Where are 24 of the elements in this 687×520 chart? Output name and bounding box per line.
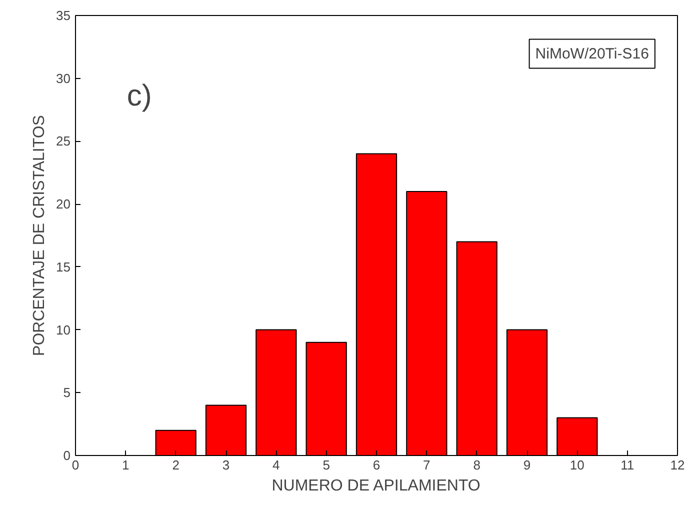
x-tick-label: 7 [423,458,430,472]
x-tick-label: 9 [523,458,531,472]
y-tick-label: 25 [56,134,71,149]
y-tick-label: 5 [63,385,71,400]
y-tick-label: 15 [56,259,71,274]
x-tick-label: 4 [272,458,280,472]
y-tick-label: 30 [56,70,71,86]
x-tick-label: 2 [172,458,180,472]
annotation: NiMoW/20Ti-S16 [535,45,649,62]
y-tick-label: 20 [56,196,71,212]
x-tick-label: 11 [620,458,634,472]
y-tick-label: 35 [56,8,71,23]
x-tick-label: 8 [473,458,480,472]
y-tick-label: 10 [56,322,71,338]
x-tick-label: 3 [222,458,230,472]
y-tick-label: 0 [63,448,71,463]
x-tick-label: 12 [670,458,685,472]
x-tick-label: 10 [570,458,584,472]
x-axis-title: NUMERO DE APILAMIENTO [272,478,480,494]
annotation: c) [126,79,152,112]
x-tick-label: 5 [322,458,330,472]
x-tick-label: 6 [372,458,380,472]
x-tick-label: 1 [122,458,130,472]
y-axis-title: PORCENTAJE DE CRISTALITOS [31,115,48,356]
